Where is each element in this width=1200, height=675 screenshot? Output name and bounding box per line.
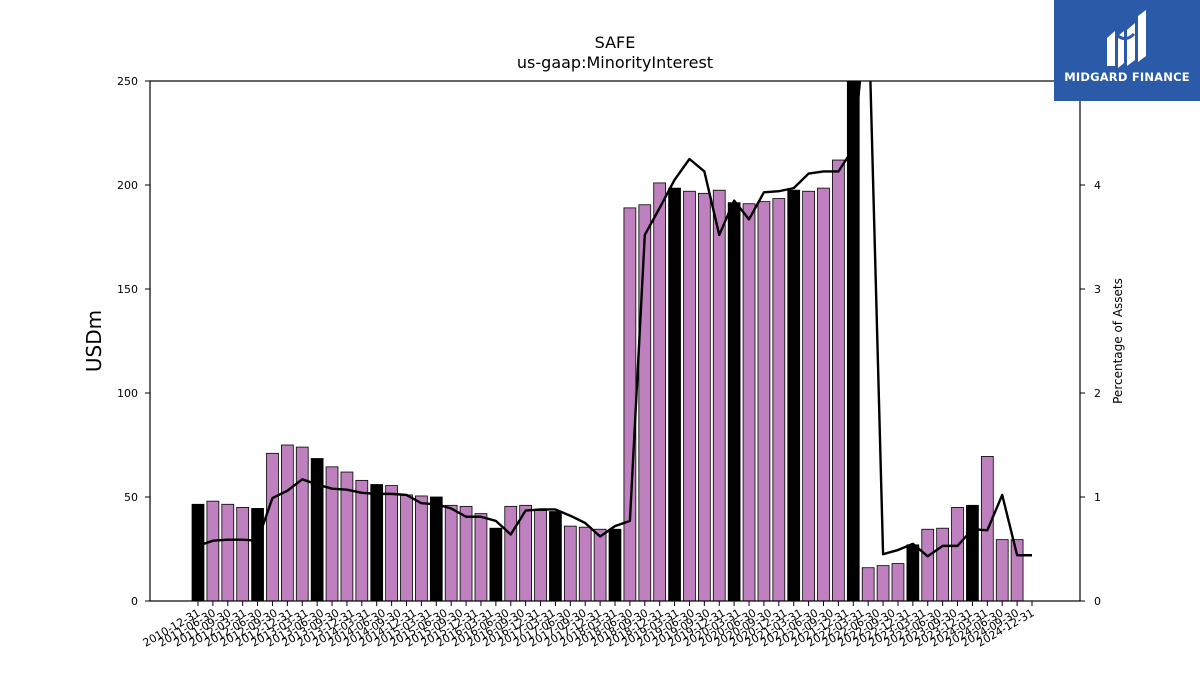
y-tick-label: 100 <box>117 387 138 400</box>
bar <box>415 495 428 601</box>
bar <box>861 567 875 601</box>
bar <box>757 201 771 601</box>
bar <box>280 444 294 601</box>
logo: MIDGARD FINANCE <box>1054 0 1200 101</box>
bar <box>459 505 473 601</box>
bar <box>266 452 279 601</box>
bar-group <box>191 81 1024 601</box>
y-axis: 0 50 100 150 200 250 <box>117 75 150 608</box>
bar <box>876 565 890 601</box>
y-tick-label: 150 <box>117 283 138 296</box>
bar <box>787 189 801 601</box>
bar <box>921 528 935 601</box>
bar <box>1010 539 1024 601</box>
midgard-logo-icon <box>1107 10 1146 68</box>
bar <box>891 563 905 601</box>
bar <box>519 504 533 601</box>
bar <box>623 207 637 601</box>
bar <box>534 510 547 601</box>
y-tick-label: 250 <box>117 75 138 88</box>
y2-tick-label: 3 <box>1094 283 1101 296</box>
bar <box>549 511 562 601</box>
bar <box>295 446 309 601</box>
y-tick-label: 50 <box>124 491 138 504</box>
bar <box>325 466 339 601</box>
chart-title: SAFE <box>595 33 636 52</box>
bar <box>370 484 384 601</box>
y-axis-label: USDm <box>82 310 106 372</box>
bar <box>563 525 577 601</box>
bar <box>742 203 756 601</box>
bar <box>236 506 250 601</box>
bar <box>593 528 607 601</box>
bar <box>340 471 354 601</box>
bar <box>638 204 652 601</box>
y2-tick-label: 4 <box>1094 179 1101 192</box>
bar <box>504 505 518 601</box>
y2-tick-label: 2 <box>1094 387 1101 400</box>
chart-subtitle: us-gaap:MinorityInterest <box>517 53 713 72</box>
bar <box>578 526 592 601</box>
bar <box>251 508 264 601</box>
y-tick-label: 200 <box>117 179 138 192</box>
series-line <box>197 81 1032 558</box>
bar <box>653 182 667 601</box>
bar <box>772 198 786 601</box>
bar <box>966 504 979 601</box>
y2-tick-label: 1 <box>1094 491 1101 504</box>
bar <box>489 527 503 601</box>
bar <box>191 503 205 601</box>
bar <box>817 187 830 601</box>
y2-axis-label: Percentage of Assets <box>1111 278 1125 404</box>
bar <box>995 539 1009 601</box>
bar <box>683 190 696 601</box>
bar <box>355 479 369 601</box>
y2-tick-label: 0 <box>1094 595 1101 608</box>
bar <box>608 528 622 601</box>
bar <box>221 503 235 601</box>
bar <box>712 189 726 601</box>
bar <box>846 81 860 601</box>
y-tick-label: 0 <box>131 595 138 608</box>
bar <box>727 202 741 601</box>
y2-axis: 0 1 2 3 4 <box>1080 179 1101 608</box>
bar <box>802 190 815 601</box>
bar <box>400 494 413 601</box>
bar <box>206 500 220 601</box>
bar <box>444 504 458 601</box>
bar <box>698 192 711 601</box>
bar <box>668 187 681 601</box>
bar <box>385 485 398 601</box>
bar <box>832 159 845 601</box>
bar <box>906 544 920 601</box>
bar <box>951 506 964 601</box>
bar <box>429 496 443 601</box>
bar <box>936 527 950 601</box>
bar <box>474 513 488 601</box>
logo-text: MIDGARD FINANCE <box>1064 70 1190 84</box>
x-axis: 2010-12-312011-06-302011-09-302012-03-31… <box>141 601 1037 650</box>
line-group <box>197 81 1032 558</box>
bar <box>310 458 324 601</box>
